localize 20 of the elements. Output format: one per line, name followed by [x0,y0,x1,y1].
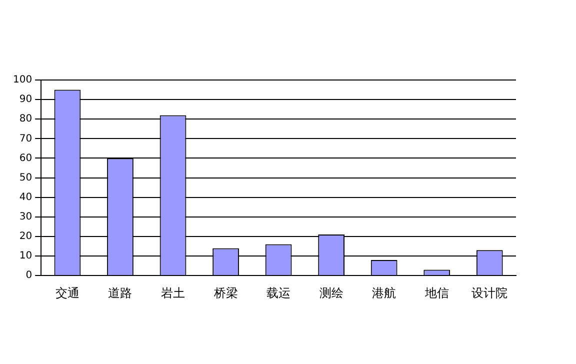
x-tick-label: 地信 [424,286,449,300]
x-tick-label: 交通 [55,286,80,300]
y-tick-label: 100 [12,74,32,86]
y-tick-label: 30 [19,212,32,223]
x-tick-label: 载运 [266,286,291,300]
x-tick-label: 设计院 [472,286,508,300]
y-tick-label: 60 [19,152,32,164]
x-tick-label: 岩土 [161,286,186,300]
x-tick-label: 道路 [108,286,132,300]
y-tick-label: 90 [19,94,32,106]
x-tick-label: 测绘 [319,286,344,300]
y-tick-label: 0 [26,270,32,282]
x-tick-label: 港航 [372,286,396,300]
y-tick-label: 20 [19,231,32,242]
y-tick-label: 10 [19,250,32,262]
x-tick-label: 桥梁 [212,286,238,300]
y-tick-label: 70 [19,133,32,144]
y-tick-label: 40 [19,192,32,203]
y-tick-label: 80 [19,114,32,125]
y-tick-label: 50 [19,172,32,184]
